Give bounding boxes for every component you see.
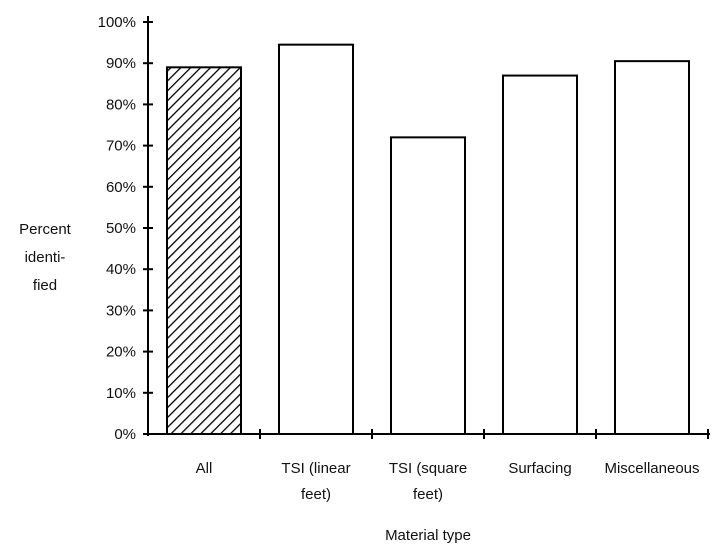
- y-tick-label: 90%: [106, 55, 136, 72]
- y-tick-label: 40%: [106, 261, 136, 278]
- y-tick-label: 70%: [106, 138, 136, 155]
- bar-0: [166, 66, 242, 435]
- category-label: feet): [413, 486, 443, 503]
- y-tick-label: 100%: [98, 14, 136, 31]
- y-tick-label: 0%: [114, 426, 136, 443]
- y-axis-title-line-1: Percent: [19, 221, 72, 238]
- y-tick-label: 20%: [106, 344, 136, 361]
- y-tick-label: 60%: [106, 179, 136, 196]
- category-label: TSI (square: [389, 460, 467, 477]
- category-label: Surfacing: [508, 460, 571, 477]
- y-axis-title-line-2: identi-: [25, 249, 66, 266]
- bar-1: [278, 43, 354, 435]
- bars-group: [166, 43, 690, 436]
- x-axis-title: Material type: [385, 527, 471, 544]
- y-tick-label: 30%: [106, 302, 136, 319]
- bar-2: [390, 136, 466, 436]
- bar-4: [614, 60, 690, 435]
- category-label: Miscellaneous: [604, 460, 699, 477]
- y-axis-title: Percent identi- fied: [19, 221, 72, 294]
- y-tick-label: 10%: [106, 385, 136, 402]
- category-label: TSI (linear: [281, 460, 350, 477]
- category-label: All: [196, 460, 213, 477]
- bar-3: [502, 74, 578, 435]
- x-axis-ticks: [259, 429, 709, 439]
- category-labels: All TSI (linear feet) TSI (square feet) Surfa…: [196, 460, 700, 503]
- y-tick-label: 80%: [106, 96, 136, 113]
- y-axis-title-line-3: fied: [33, 277, 57, 294]
- y-axis-ticks: 0% 10% 20% 30% 40% 50% 60% 70% 80% 90% 100%: [98, 14, 153, 443]
- category-label: feet): [301, 486, 331, 503]
- y-tick-label: 50%: [106, 220, 136, 237]
